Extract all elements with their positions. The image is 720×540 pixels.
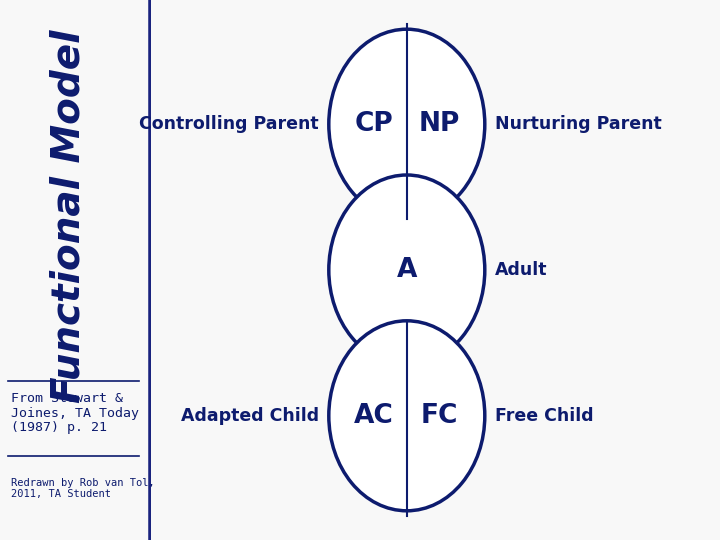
Ellipse shape: [329, 29, 485, 219]
Text: AC: AC: [354, 403, 394, 429]
Text: Adult: Adult: [495, 261, 547, 279]
Text: FC: FC: [421, 403, 458, 429]
Text: Redrawn by Rob van Tol,
2011, TA Student: Redrawn by Rob van Tol, 2011, TA Student: [11, 478, 154, 500]
Text: From Stewart &
Joines, TA Today
(1987) p. 21: From Stewart & Joines, TA Today (1987) p…: [11, 392, 138, 435]
Text: NP: NP: [419, 111, 460, 137]
Text: CP: CP: [355, 111, 393, 137]
Text: A: A: [397, 257, 417, 283]
Text: Controlling Parent: Controlling Parent: [139, 115, 319, 133]
Ellipse shape: [329, 321, 485, 511]
Text: Adapted Child: Adapted Child: [181, 407, 319, 425]
Text: Free Child: Free Child: [495, 407, 593, 425]
Text: Functional Model: Functional Model: [49, 29, 87, 403]
Text: Nurturing Parent: Nurturing Parent: [495, 115, 662, 133]
Ellipse shape: [329, 175, 485, 365]
